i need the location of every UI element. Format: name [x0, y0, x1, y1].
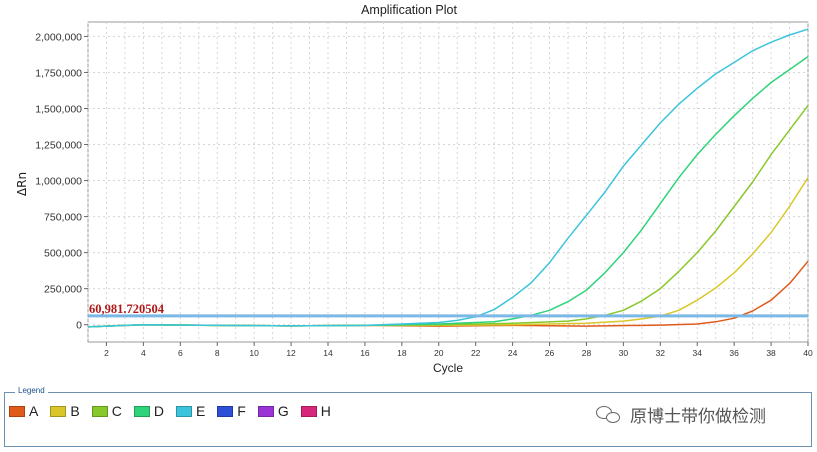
x-tick-label: 16 [360, 348, 370, 358]
x-tick-label: 22 [471, 348, 481, 358]
y-axis-label: ΔRn [15, 172, 29, 196]
x-tick-label: 34 [692, 348, 702, 358]
amplification-plot-chart: Amplification Plot ΔRn Cycle 2 4 6 8 10 12 14 1… [15, 3, 813, 375]
series-lines [87, 28, 809, 328]
x-axis-label: Cycle [433, 361, 463, 375]
plot-area [87, 21, 809, 343]
legend-swatch [300, 405, 317, 417]
y-tick-label: 1,500,000 [35, 103, 82, 115]
legend-panel: Legend A B C D E F G H [4, 386, 812, 447]
x-tick-label: 10 [249, 348, 259, 358]
legend-item-f[interactable]: F [217, 403, 246, 419]
watermark-text: 原博士带你做检测 [630, 407, 766, 427]
legend-item-d[interactable]: D [133, 403, 164, 419]
y-tick-label: 250,000 [44, 284, 82, 296]
legend-items: A B C D E F G H [9, 403, 343, 419]
y-tick-label: 750,000 [44, 212, 82, 224]
legend-swatch [50, 405, 67, 417]
y-tick-label: 1,250,000 [35, 140, 82, 152]
y-axis-ticks: 0 250,000 500,000 750,000 1,000,000 1,250,000… [35, 31, 88, 332]
x-tick-label: 12 [286, 348, 296, 358]
x-tick-label: 28 [582, 348, 592, 358]
chart-title: Amplification Plot [361, 3, 457, 17]
x-axis-ticks: 2 4 6 8 10 12 14 16 18 20 22 24 26 28 30 32 34 36 38 40 [104, 342, 813, 358]
y-tick-label: 2,000,000 [35, 31, 82, 43]
x-tick-label: 32 [656, 348, 666, 358]
legend-label: F [237, 403, 246, 419]
wechat-icon [596, 404, 622, 426]
legend-item-e[interactable]: E [175, 403, 206, 419]
x-tick-label: 40 [803, 348, 813, 358]
x-tick-label: 4 [141, 348, 146, 358]
legend-item-c[interactable]: C [91, 403, 122, 419]
x-tick-label: 38 [766, 348, 776, 358]
x-tick-label: 6 [178, 348, 183, 358]
grid-lines [87, 22, 809, 342]
x-tick-label: 26 [545, 348, 555, 358]
legend-item-g[interactable]: G [257, 403, 289, 419]
y-tick-label: 1,750,000 [35, 67, 82, 79]
legend-swatch [217, 405, 234, 417]
legend-item-a[interactable]: A [9, 403, 38, 419]
x-tick-label: 18 [397, 348, 407, 358]
x-tick-label: 8 [215, 348, 220, 358]
watermark: 原博士带你做检测 [596, 402, 766, 427]
y-tick-label: 1,000,000 [35, 176, 82, 188]
y-tick-label: 0 [76, 320, 82, 332]
legend-label: G [277, 403, 289, 419]
y-tick-label: 500,000 [44, 248, 82, 260]
legend-swatch [133, 405, 150, 417]
series-line-e [87, 28, 809, 328]
x-tick-label: 36 [729, 348, 739, 358]
legend-swatch [9, 405, 25, 417]
legend-item-h[interactable]: H [300, 403, 331, 419]
legend-swatch [257, 405, 274, 417]
threshold-layer: 60,981.720504 [88, 302, 808, 318]
x-tick-label: 30 [619, 348, 629, 358]
legend-swatch [91, 405, 108, 417]
legend-label: B [70, 403, 80, 419]
x-tick-label: 24 [508, 348, 518, 358]
threshold-label: 60,981.720504 [89, 302, 165, 316]
legend-item-b[interactable]: B [50, 403, 80, 419]
legend-label: E [195, 403, 206, 419]
legend-label: H [320, 403, 331, 419]
x-tick-label: 20 [434, 348, 444, 358]
x-tick-label: 14 [323, 348, 333, 358]
legend-title: Legend [15, 386, 48, 395]
legend-label: A [29, 403, 39, 419]
legend-swatch [175, 405, 192, 417]
legend-label: C [111, 403, 122, 419]
x-tick-label: 2 [104, 348, 109, 358]
legend-label: D [153, 403, 164, 419]
